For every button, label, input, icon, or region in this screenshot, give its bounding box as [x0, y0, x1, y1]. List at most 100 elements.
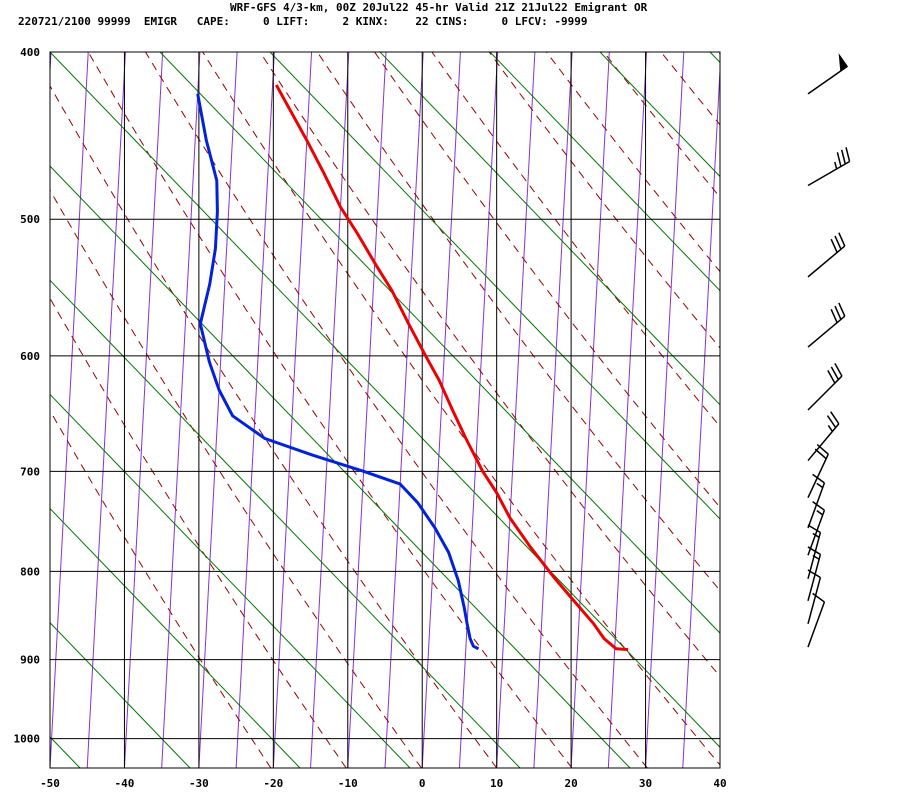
dry-adiabat-line: [833, 52, 900, 768]
dry-adiabat-line: [50, 189, 422, 768]
x-tick-label: 40: [713, 777, 726, 790]
dry-adiabat-line: [145, 52, 648, 768]
x-tick-label: 30: [639, 777, 652, 790]
isotherm-line: [347, 52, 387, 768]
isotherm-line: [50, 52, 89, 768]
isotherm-line: [496, 52, 536, 768]
mixing-ratio-line: [269, 52, 720, 520]
wind-barb-staff: [807, 453, 829, 498]
wind-barb: [807, 592, 826, 648]
dry-adiabat-line: [50, 409, 272, 768]
wind-barb-feather: [807, 546, 821, 556]
wind-barb-feather: [834, 235, 842, 250]
y-tick-label: 600: [20, 350, 40, 363]
wind-barb: [807, 473, 826, 529]
wind-barb-feather: [838, 302, 846, 317]
wind-barb-feather: [826, 415, 837, 429]
grid: [50, 51, 720, 768]
wind-barb-feather: [830, 411, 840, 425]
isotherm-line: [869, 52, 900, 768]
dry-adiabat-line: [202, 52, 720, 766]
wind-barb-staff: [807, 160, 850, 187]
mixing-ratio-line: [50, 52, 720, 748]
isotherm-line: [757, 52, 795, 768]
wind-barb-staff: [807, 423, 840, 462]
mixing-ratio-line: [159, 52, 720, 634]
dry-adiabat-line: [717, 52, 720, 55]
mixing-ratio-line: [599, 52, 720, 178]
mixing-ratio-line: [50, 736, 81, 768]
y-tick-label: 1000: [14, 733, 41, 746]
x-tick-label: 20: [564, 777, 577, 790]
x-tick-label: -40: [115, 777, 135, 790]
mixing-ratio-line: [50, 507, 301, 768]
isotherm-line: [161, 52, 201, 768]
isotherm-line: [421, 52, 461, 768]
wind-barb-feather: [812, 473, 825, 484]
wind-barb-staff: [807, 601, 826, 648]
isotherm-line: [794, 52, 832, 768]
wind-barb-feather: [812, 592, 825, 603]
wind-barb: [807, 232, 846, 278]
plot-frame: [49, 51, 721, 769]
series-layer: [196, 84, 629, 652]
wind-barbs: [807, 53, 851, 648]
y-tick-label: 700: [20, 465, 40, 478]
wind-barb-half-feather: [812, 532, 820, 538]
isotherm-line: [570, 52, 610, 768]
mixing-ratio-line: [50, 165, 631, 768]
wind-barb-staff: [807, 577, 822, 625]
dry-adiabat-line: [259, 52, 720, 678]
dry-adiabat-line: [890, 52, 900, 768]
wind-barb: [807, 362, 843, 411]
isotherm-line: [458, 52, 499, 768]
isotherm-line: [832, 52, 870, 768]
dry-adiabat-line: [546, 52, 720, 273]
wind-barb: [807, 302, 846, 348]
wind-barb-feather: [827, 370, 836, 384]
wind-barb-staff: [807, 482, 826, 529]
wind-barb: [807, 411, 840, 462]
dry-adiabat-line: [660, 52, 720, 126]
wind-barb-staff: [807, 245, 846, 278]
wind-barb-staff: [807, 315, 846, 348]
y-axis: 400 500 600 700 800 900 1000: [14, 46, 41, 746]
wind-barb-half-feather: [816, 510, 824, 516]
mixing-ratio-line: [50, 622, 191, 768]
mixing-ratio-line: [379, 52, 720, 406]
x-tick-label: -50: [40, 777, 60, 790]
isotherm-line: [384, 52, 424, 768]
mixing-ratio-line: [820, 52, 900, 768]
dry-adiabat-line: [776, 52, 900, 768]
x-tick-label: -20: [263, 777, 283, 790]
mixing-ratio-line: [709, 52, 720, 64]
y-tick-label: 800: [20, 565, 40, 578]
wind-barb-half-feather: [816, 482, 824, 489]
isotherm-line: [272, 52, 313, 768]
isotherm-line: [198, 52, 238, 768]
wind-barb-feather: [838, 232, 846, 247]
wind-barb-staff: [807, 375, 843, 411]
x-tick-label: -30: [189, 777, 209, 790]
wind-barb-feather: [836, 152, 842, 167]
y-tick-label: 500: [20, 213, 40, 226]
wind-barb-staff: [807, 554, 822, 601]
isotherm-line: [607, 52, 648, 768]
isotherm-line: [235, 52, 275, 768]
wind-barb-feather: [814, 448, 827, 460]
y-tick-label: 900: [20, 654, 40, 667]
wind-barb-flag: [838, 53, 849, 72]
wind-barb: [807, 546, 822, 601]
background-lines: [50, 52, 900, 768]
isotherm-line: [86, 52, 126, 768]
isotherm-line: [533, 52, 573, 768]
chart-subtitle: 220721/2100 99999 EMIGR CAPE: 0 LIFT: 2 …: [18, 15, 588, 28]
dry-adiabat-line: [316, 52, 720, 592]
isotherm-line: [719, 758, 720, 768]
wind-barb-feather: [845, 147, 851, 162]
wind-barb-feather: [807, 569, 821, 579]
wind-barb: [807, 569, 822, 625]
dry-adiabat-line: [603, 52, 720, 198]
dewpoint-line: [196, 93, 480, 651]
